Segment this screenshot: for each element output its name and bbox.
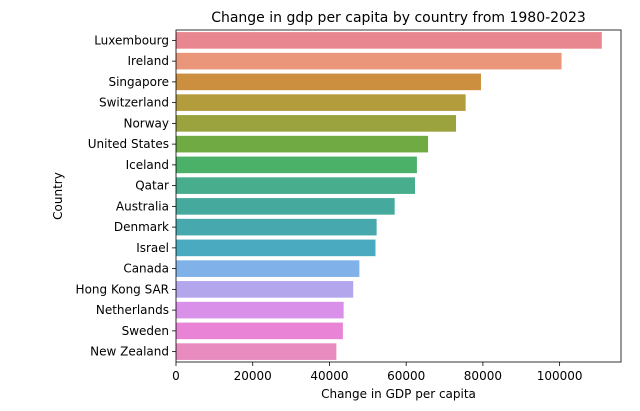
x-tick-label: 100000 <box>537 369 583 383</box>
y-tick-label: Hong Kong SAR <box>76 282 169 296</box>
bar-iceland <box>176 156 417 174</box>
y-axis-label: Country <box>51 172 65 220</box>
y-tick-label: Denmark <box>114 220 169 234</box>
plot-frame <box>175 29 622 363</box>
bar-united-states <box>176 135 429 153</box>
x-tick-label: 20000 <box>234 369 272 383</box>
y-tick-label: Australia <box>116 199 169 213</box>
y-tick-label: Luxembourg <box>94 33 169 47</box>
y-tick-label: Israel <box>136 241 169 255</box>
bar-new-zealand <box>176 343 337 360</box>
x-tick-label: 80000 <box>464 369 502 383</box>
bar-hong-kong-sar <box>176 281 354 298</box>
bar-canada <box>176 260 360 277</box>
x-tick-label: 40000 <box>310 369 348 383</box>
chart-title: Change in gdp per capita by country from… <box>211 10 586 26</box>
y-tick-label: Singapore <box>108 75 169 89</box>
y-tick-label: Norway <box>123 116 169 130</box>
y-tick-label: United States <box>88 137 169 151</box>
x-tick-label: 60000 <box>387 369 425 383</box>
bar-israel <box>176 239 376 257</box>
bar-qatar <box>176 177 415 194</box>
x-axis-ticks: 0 20000 40000 60000 80000 100000 <box>172 362 583 383</box>
bar-luxembourg <box>176 32 602 49</box>
bar-switzerland <box>176 94 466 111</box>
y-tick-label: New Zealand <box>90 345 169 359</box>
y-tick-label: Canada <box>123 262 169 276</box>
x-tick-label: 0 <box>172 369 180 383</box>
y-axis-ticks: Luxembourg Ireland Singapore Switzerland Nor… <box>76 33 176 359</box>
y-tick-label: Qatar <box>135 179 169 193</box>
bars-group <box>176 32 602 360</box>
bar-netherlands <box>176 301 344 319</box>
bar-denmark <box>176 218 377 236</box>
bar-ireland <box>176 52 562 70</box>
y-tick-label: Ireland <box>127 54 169 68</box>
y-tick-label: Netherlands <box>96 303 169 317</box>
bar-norway <box>176 115 457 132</box>
y-tick-label: Switzerland <box>99 96 169 110</box>
x-axis-label: Change in GDP per capita <box>321 387 476 401</box>
bar-singapore <box>176 73 481 91</box>
bar-australia <box>176 198 395 215</box>
y-tick-label: Iceland <box>126 158 169 172</box>
y-tick-label: Sweden <box>122 324 169 338</box>
bar-sweden <box>176 322 343 340</box>
